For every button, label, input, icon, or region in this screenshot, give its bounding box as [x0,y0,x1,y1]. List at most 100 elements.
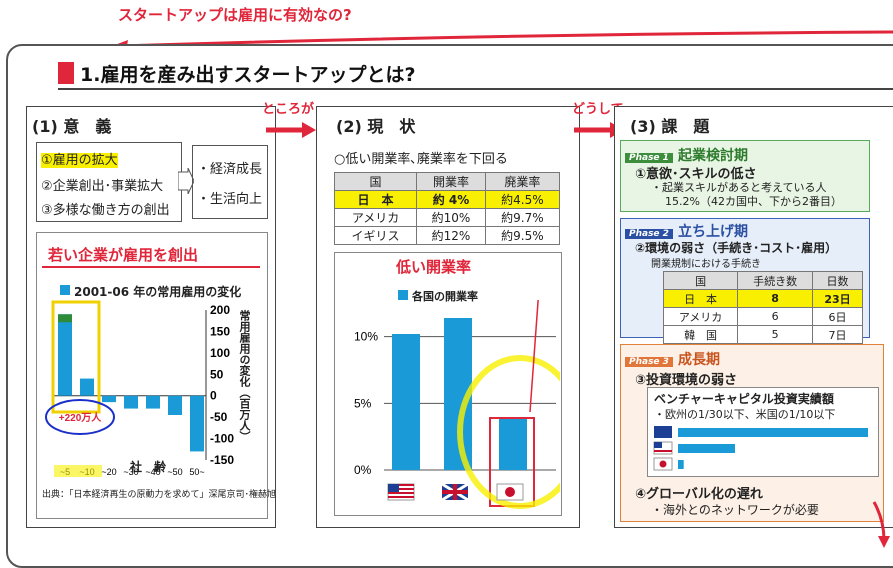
bar [124,395,138,409]
bar [102,395,116,403]
column-header: 手続き数 [737,271,814,290]
bar [58,314,72,396]
phase2-box: Phase 2 立ち上げ期 ②環境の弱さ（手続き･コスト･雇用） 開業規制におけ… [620,218,870,344]
bar [392,334,420,470]
open-rate-chart-box [334,252,562,516]
phase3-issue-2: ④グローバル化の遅れ [635,487,763,502]
table-row: 日 本 8 23日 [662,289,863,308]
phase3-title: 成長期 [678,352,721,368]
section1-heading: (1) 意 義 [32,117,112,136]
column-header: 国 [662,271,739,290]
phase3-issue: ③投資環境の弱さ [635,373,738,388]
title-marker [58,62,74,84]
phase3-box: Phase 3 成長期 ③投資環境の弱さ ベンチャーキャピタル投資実績額 ・欧州… [620,344,884,522]
bar [678,428,868,437]
phase1-title: 起業検討期 [678,148,749,164]
connector-label-1: ところが [262,102,315,117]
list-item: ③多様な働き方の創出 [41,203,170,218]
uk-flag-cross [442,490,468,494]
callout-underline [42,266,260,268]
us-flag-canton [654,442,662,448]
effects-box: ・経済成長 ・生活向上 [192,145,268,219]
connector-arrow-1 [266,122,316,138]
legend-swatch [60,285,70,295]
phase1-issue: ①意欲･スキルの低さ [635,167,757,182]
callout-leader [529,300,539,413]
bar [678,444,735,453]
table-cell: イギリス [333,226,418,245]
section3-heading: (3) 課 題 [630,117,710,136]
circle-highlight [457,355,560,509]
right-arrow-icon [178,168,194,194]
table-cell: 約9.5% [484,226,561,245]
top-banner: スタートアップは雇用に有効なの? [118,6,352,24]
x-tick-label: ~40 [145,467,160,477]
significance-list: ①雇用の拡大 ②企業創出･事業拡大 ③多様な働き方の創出 [36,142,182,222]
us-flag-canton [388,484,399,492]
phase2-title: 立ち上げ期 [678,224,749,240]
callout-low-rate: 低い開業率 [396,258,472,276]
us-flag-stripe [388,488,414,490]
column-header: 日数 [812,271,863,290]
x-tick-label: ~20 [101,467,116,477]
vc-title: ベンチャーキャピタル投資実績額 [654,392,834,406]
table-cell: 約 4% [416,190,486,209]
y-axis-label: 常用雇用の変化（百万人） [238,310,251,442]
bar [80,378,94,396]
table-row: イギリス 約12% 約9.5% [333,226,561,245]
column-header: 開業率 [416,172,486,191]
y-tick-label: -100 [210,432,234,446]
table-cell: 6 [737,307,814,326]
bar [499,418,527,470]
table-cell: アメリカ [662,307,739,326]
panel-significance [26,106,276,528]
employment-chart: 200150100500-50-100-150~5~10~20~30~40~50… [45,300,234,477]
table-cell: 8 [737,289,814,308]
effect-item: ・経済成長 [197,162,263,177]
phase2-tag: Phase 2 [625,229,673,239]
phase1-stat: 15.2%（42カ国中、下から2番目） [665,195,842,208]
list-item: ①雇用の拡大 [41,153,118,168]
title-underline [58,88,893,90]
y-tick-label: 10% [354,330,378,344]
status-lead: ○低い開業率､廃業率を下回る [334,152,508,167]
bar [678,460,684,469]
legend-swatch [398,290,408,300]
vc-box: ベンチャーキャピタル投資実績額 ・欧州の1/30以下、米国の1/10以下 [647,387,879,477]
effect-item: ・生活向上 [197,192,263,207]
table-cell: 5 [737,325,814,344]
y-tick-label: 50 [210,367,224,381]
circled-label: +220万人 [59,411,103,424]
y-tick-label: 150 [210,324,230,338]
table-cell: 約10% [416,208,486,227]
table-cell: 約9.7% [484,208,561,227]
table-cell: 7日 [812,325,863,344]
vc-chart [653,426,868,471]
us-flag-stripe [388,492,414,494]
table-cell: アメリカ [333,208,418,227]
table-cell: 韓 国 [662,325,739,344]
phase2-issue: ②環境の弱さ（手続き･コスト･雇用） [635,241,838,255]
table-row: 日 本約 4% 約4.5% [333,190,561,209]
circle-highlight [45,399,115,435]
table-row: アメリカ 約10% 約9.7% [333,208,561,227]
column-header: 国 [333,172,418,191]
list-item: ②企業創出･事業拡大 [41,179,164,194]
open-rate-chart: 10% 5% 0% [354,300,560,509]
y-tick-label: 200 [210,303,230,317]
column-header: 廃業率 [484,172,561,191]
y-tick-label: 0% [354,463,372,477]
x-highlight [54,465,102,477]
phase1-note: ・起業スキルがあると考えている人 [651,181,827,194]
callout-young-firms: 若い企業が雇用を創出 [48,246,199,264]
table-cell: 23日 [812,289,863,308]
bar [146,395,160,409]
continue-arrow-icon [872,501,890,548]
us-flag-stripe [654,450,672,452]
vc-note: ・欧州の1/30以下、米国の1/10以下 [654,408,836,421]
x-tick-label: ~50 [167,467,182,477]
highlight-box [51,300,101,414]
source-note: 出典：「日本経済再生の原動力を求めて」深尾京司･権赫旭 [42,490,277,500]
y-tick-label: -50 [210,410,228,424]
table-cell: 約12% [416,226,486,245]
